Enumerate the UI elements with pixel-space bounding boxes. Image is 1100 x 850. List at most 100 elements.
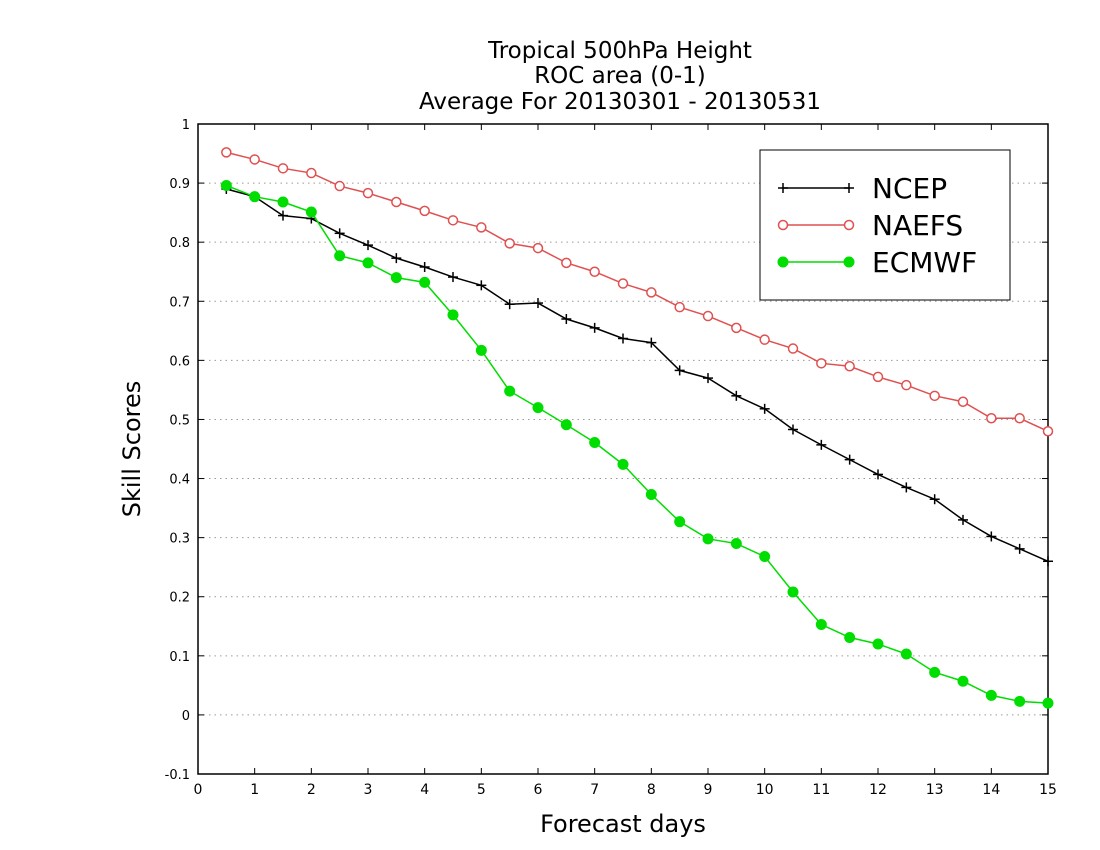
x-tick-label: 2 — [307, 782, 316, 798]
y-tick-label: 0.7 — [169, 295, 190, 310]
data-point — [390, 272, 402, 284]
data-point — [645, 489, 657, 500]
data-point — [985, 689, 997, 701]
series-line — [226, 188, 1049, 562]
data-point — [844, 454, 855, 465]
data-point — [787, 586, 799, 598]
data-point — [929, 666, 941, 678]
data-point — [278, 210, 288, 221]
x-tick-label: 13 — [926, 782, 944, 798]
x-tick-label: 4 — [420, 782, 429, 798]
data-point — [816, 358, 827, 369]
data-point — [277, 163, 289, 174]
data-point — [1014, 543, 1025, 554]
data-point — [419, 262, 430, 272]
data-point — [362, 257, 374, 269]
data-point — [334, 180, 345, 192]
x-tick-label: 15 — [1039, 782, 1057, 798]
data-point — [901, 379, 912, 391]
axes: -0.100.10.20.30.40.50.60.70.80.910 1 2 3 4 5 6… — [165, 118, 1057, 798]
data-point — [419, 205, 430, 217]
x-tick-label: 1 — [250, 782, 259, 798]
data-point — [872, 371, 884, 383]
data-point — [646, 337, 657, 348]
legend-label: NAEFS — [872, 209, 963, 242]
data-point — [504, 238, 515, 249]
x-tick-label: 10 — [756, 782, 774, 798]
data-point — [674, 365, 685, 376]
data-point — [986, 413, 997, 424]
y-tick-label: 0.1 — [169, 650, 190, 665]
data-point — [249, 154, 260, 165]
data-point — [447, 309, 459, 321]
x-tick-label: 9 — [704, 782, 713, 798]
data-point — [306, 167, 317, 179]
x-axis-label: Forecast days — [540, 810, 706, 838]
y-tick-label: 0.3 — [169, 532, 190, 547]
data-point — [447, 215, 459, 226]
series-ncep — [221, 184, 1053, 567]
data-point — [1043, 556, 1053, 567]
data-point — [363, 240, 373, 251]
data-point — [843, 256, 855, 268]
data-point — [986, 531, 997, 542]
data-point — [787, 343, 799, 354]
data-point — [815, 619, 827, 630]
y-tick-label: 0.5 — [169, 413, 190, 428]
data-point — [589, 266, 600, 277]
legend: NCEP NAEFS ECMWF — [759, 149, 1011, 301]
data-point — [759, 334, 770, 345]
data-point — [702, 533, 714, 545]
data-point — [873, 469, 883, 480]
data-point — [788, 424, 798, 435]
chart-title-line-1: Tropical 500hPa Height — [488, 38, 752, 64]
data-point — [391, 196, 402, 208]
data-point — [900, 648, 912, 660]
data-point — [958, 514, 968, 525]
data-point — [674, 516, 686, 528]
x-tick-label: 11 — [812, 782, 830, 798]
x-tick-label: 3 — [364, 782, 373, 798]
data-point — [334, 228, 345, 239]
grid-lines — [198, 182, 1048, 716]
data-point — [929, 390, 940, 402]
data-point — [589, 322, 600, 333]
data-point — [220, 179, 232, 191]
legend-label: ECMWF — [872, 246, 977, 279]
data-point — [561, 257, 572, 269]
legend-box — [759, 149, 1011, 301]
data-point — [843, 219, 855, 231]
x-tick-label: 12 — [869, 782, 887, 798]
chart-title-line-3: Average For 20130301 - 20130531 — [418, 89, 822, 115]
data-point — [448, 272, 458, 283]
y-tick-label: -0.1 — [165, 768, 190, 783]
data-point — [362, 187, 374, 199]
data-point — [844, 361, 855, 372]
data-point — [476, 222, 487, 233]
data-point — [778, 183, 788, 193]
y-tick-label: 1 — [182, 118, 190, 133]
x-tick-label: 8 — [647, 782, 656, 798]
data-point — [731, 322, 742, 334]
y-axis-label: Skill Scores — [118, 380, 146, 518]
data-point — [957, 675, 969, 687]
data-point — [617, 458, 629, 470]
data-point — [872, 638, 884, 650]
data-point — [277, 196, 289, 208]
data-point — [504, 299, 515, 310]
data-point — [702, 310, 714, 322]
data-point — [475, 344, 487, 356]
data-point — [334, 250, 346, 262]
data-point — [1042, 697, 1054, 709]
data-point — [844, 632, 856, 643]
data-point — [589, 437, 601, 448]
data-point — [1042, 426, 1054, 437]
data-point — [957, 396, 969, 407]
y-tick-label: 0 — [182, 709, 190, 724]
data-point — [777, 256, 789, 268]
data-point — [249, 191, 261, 203]
data-point — [759, 551, 771, 563]
data-point — [901, 482, 912, 493]
series-layer — [220, 147, 1054, 709]
